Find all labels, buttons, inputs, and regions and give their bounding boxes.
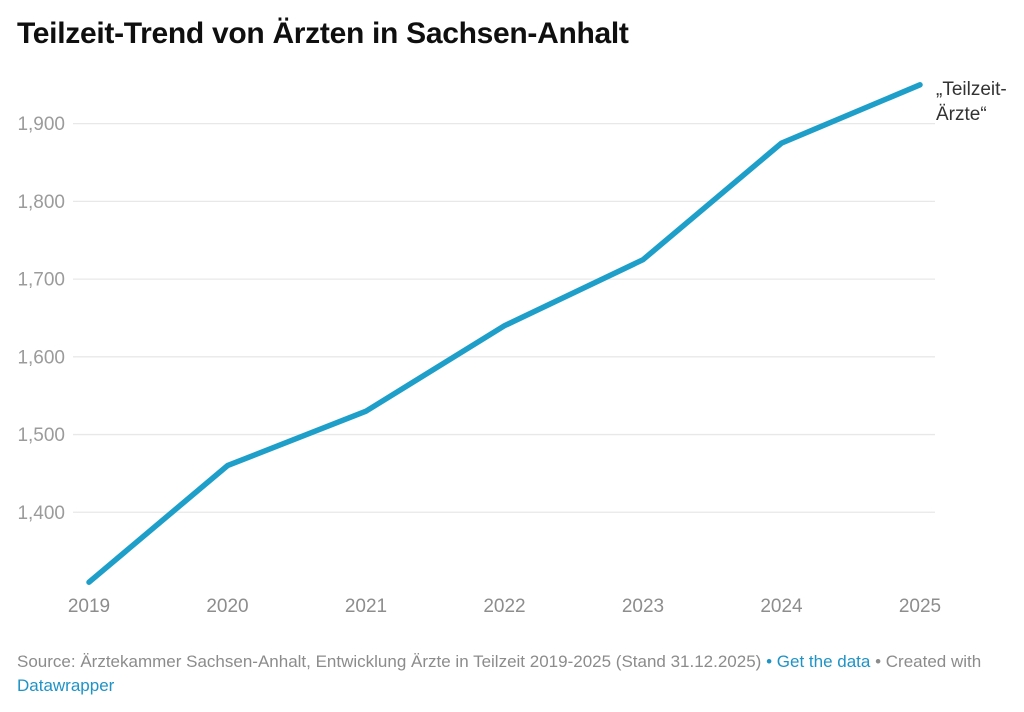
source-text: Ärztekammer Sachsen-Anhalt, Entwicklung … [80,652,762,671]
chart-footer: Source: Ärztekammer Sachsen-Anhalt, Entw… [17,650,1007,698]
y-tick-label: 1,500 [17,425,65,446]
chart-title: Teilzeit-Trend von Ärzten in Sachsen-Anh… [17,17,629,50]
line-chart: 1,400 1,500 1,600 1,700 1,800 1,900 2019 2020 20… [17,79,1007,617]
datawrapper-link[interactable]: Datawrapper [17,676,115,695]
separator-dot: • [766,652,773,671]
x-tick-label: 2022 [483,596,525,617]
x-tick-label: 2025 [899,596,941,617]
x-tick-label: 2023 [622,596,664,617]
x-tick-label: 2021 [345,596,387,617]
created-with-text: Created with [885,652,982,671]
y-tick-label: 1,800 [17,192,65,213]
y-tick-label: 1,600 [17,347,65,368]
series-label: „Teilzeit- [936,79,1007,100]
source-label: Source: [17,652,76,671]
y-tick-label: 1,900 [17,114,65,135]
x-tick-label: 2020 [206,596,248,617]
series-label: Ärzte“ [936,104,987,125]
get-the-data-link[interactable]: Get the data [776,652,871,671]
separator-dot: • [875,652,882,671]
y-tick-label: 1,700 [17,270,65,291]
y-tick-label: 1,400 [17,503,65,524]
trend-line [86,82,923,585]
x-tick-label: 2024 [760,596,803,617]
x-tick-label: 2019 [68,596,110,617]
